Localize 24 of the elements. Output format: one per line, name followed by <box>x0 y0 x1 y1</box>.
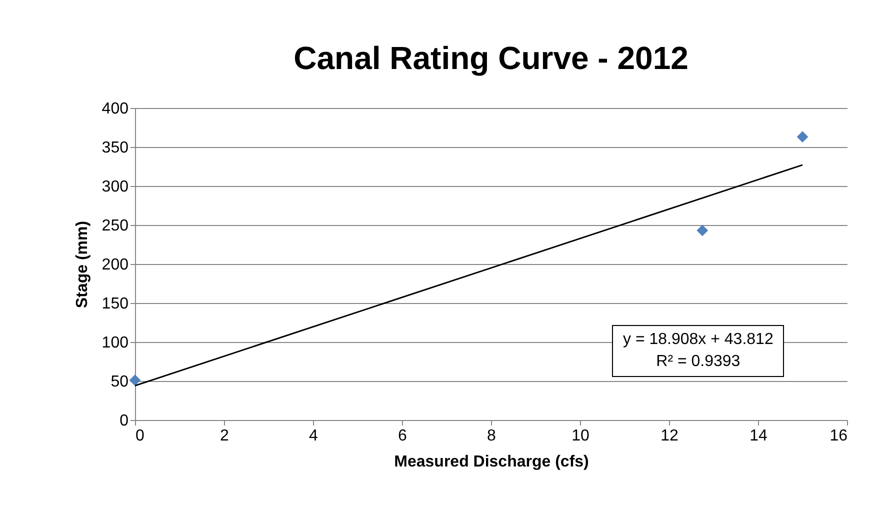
annotation: R² = 0.9393 <box>655 352 742 372</box>
equation-box: y = 18.908x + 43.812 R² = 0.9393 <box>612 325 784 377</box>
y-tick-label: 100 <box>102 334 129 352</box>
x-tick-label: 6 <box>398 428 408 444</box>
y-tick-label: 300 <box>102 178 129 196</box>
y-tick-label: 200 <box>102 256 129 274</box>
y-tick-label: 400 <box>102 100 129 118</box>
x-tick-label: 16 <box>830 428 848 444</box>
y-axis-title: Stage (mm) <box>74 220 91 308</box>
x-tick-label: 0 <box>136 428 144 444</box>
x-tick-label: 8 <box>487 428 496 444</box>
x-tick-label: 10 <box>572 428 590 444</box>
x-tick-label: 14 <box>750 428 768 444</box>
chart-title: Canal Rating Curve - 2012 <box>294 40 688 76</box>
y-tick-label: 0 <box>120 412 129 430</box>
y-tick-label: 250 <box>102 218 129 234</box>
x-axis-title: Measured Discharge (cfs) <box>394 454 589 470</box>
y-tick-label: 350 <box>102 140 129 156</box>
x-tick-label: 4 <box>309 428 318 444</box>
y-tick-label: 50 <box>110 374 129 390</box>
annotation: y = 18.908x + 43.812 <box>623 330 774 350</box>
x-tick-label: 2 <box>220 428 230 444</box>
x-tick-label: 12 <box>660 428 678 444</box>
y-tick-label: 150 <box>102 296 129 312</box>
